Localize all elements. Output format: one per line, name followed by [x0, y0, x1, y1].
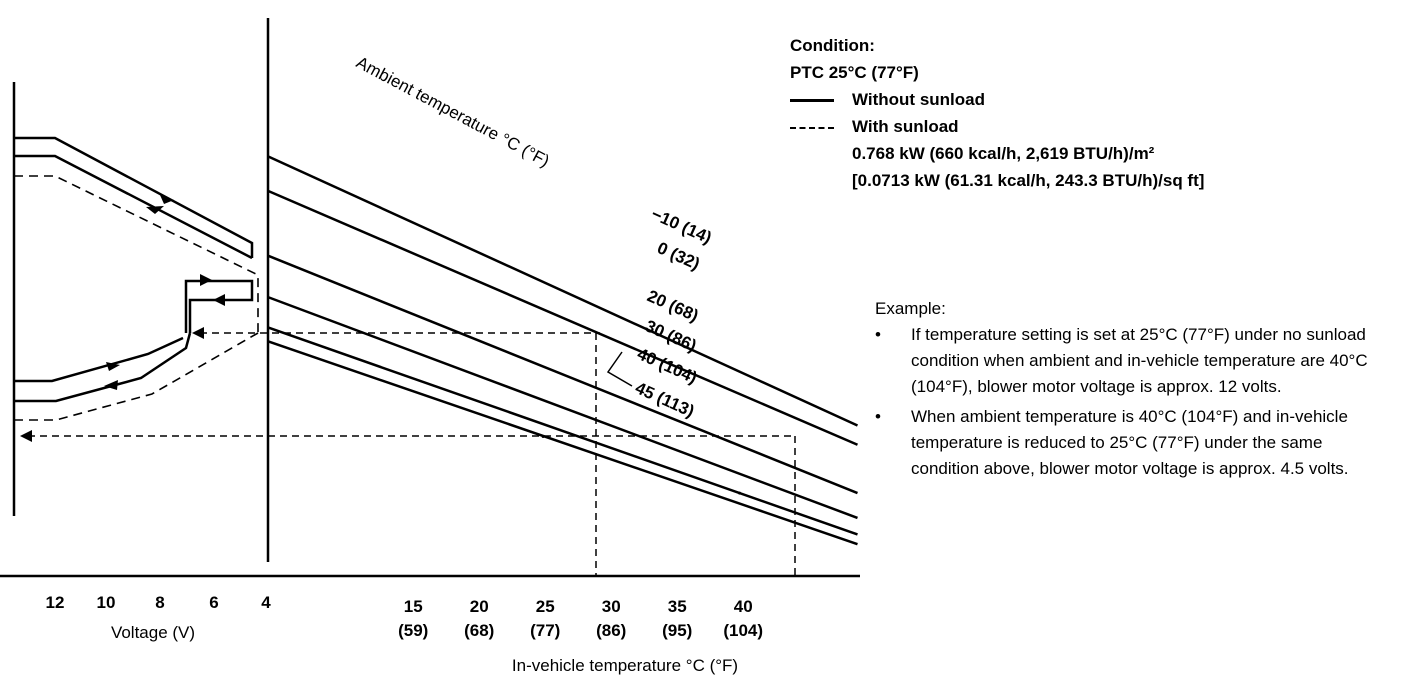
x-tick-sublabel: (104) — [723, 621, 763, 640]
legend-solid: Without sunload — [790, 86, 1204, 113]
x-tick-label: 20 — [470, 597, 489, 616]
x-tick-label: 35 — [668, 597, 687, 616]
arrow-icon — [200, 274, 212, 286]
example-item-text: If temperature setting is set at 25°C (7… — [911, 325, 1368, 396]
arrow-icon — [20, 430, 32, 442]
solid-line-label: Without sunload — [852, 90, 985, 109]
x-tick-sublabel: (86) — [596, 621, 626, 640]
dashed-line-swatch — [790, 126, 834, 129]
ambient-line — [267, 155, 859, 427]
voltage-solid-mid — [184, 279, 254, 333]
arrow-icon — [106, 362, 120, 371]
example-title: Example: — [875, 299, 946, 318]
condition-title: Condition: — [790, 36, 875, 55]
legend-dashed: With sunload — [790, 113, 1204, 140]
ambient-line-label: −10 (14) — [648, 204, 714, 247]
x-tick-sublabel: (59) — [398, 621, 428, 640]
voltage-tick: 10 — [97, 593, 116, 612]
voltage-tick: 6 — [209, 593, 218, 612]
voltage-dashed-bottom — [14, 332, 259, 421]
ambient-line — [267, 295, 858, 520]
voltage-solid-bottom-inner — [14, 332, 192, 403]
voltage-tick: 12 — [46, 593, 65, 612]
ambient-line — [267, 326, 858, 536]
x-tick-sublabel: (77) — [530, 621, 560, 640]
arrow-icon — [160, 195, 174, 204]
example-notes: Example: • If temperature setting is set… — [875, 296, 1395, 482]
voltage-ticks: 12 10 8 6 4 — [46, 593, 272, 612]
x-tick-sublabel: (95) — [662, 621, 692, 640]
voltage-arrows — [20, 195, 225, 442]
voltage-tick: 4 — [261, 593, 271, 612]
voltage-dashed-top — [14, 175, 259, 333]
ambient-series: −10 (14)0 (32)20 (68)30 (86)40 (104)45 (… — [267, 155, 859, 546]
x-tick-label: 15 — [404, 597, 423, 616]
bullet-icon: • — [875, 407, 881, 426]
ambient-line — [267, 254, 858, 495]
ambient-curve-title: Ambient temperature °C (°F) — [353, 53, 552, 171]
in-vehicle-axis-title: In-vehicle temperature °C (°F) — [512, 656, 738, 675]
voltage-solid-top-inner — [14, 154, 253, 260]
solid-line-swatch — [790, 99, 834, 103]
example-point — [541, 435, 545, 438]
sunload-metric: 0.768 kW (660 kcal/h, 2,619 BTU/h)/m² — [852, 144, 1155, 163]
arrow-icon — [104, 380, 118, 390]
arrow-icon — [146, 206, 164, 214]
example-item: • If temperature setting is set at 25°C … — [875, 322, 1395, 400]
dashed-line-label: With sunload — [852, 117, 959, 136]
arrow-icon — [213, 294, 225, 306]
example-point — [738, 491, 742, 495]
x-tick-sublabel: (68) — [464, 621, 494, 640]
voltage-solid-top-outer — [14, 136, 254, 258]
ptc-setting: PTC 25°C (77°F) — [790, 63, 919, 82]
label-45-leader — [606, 351, 633, 387]
sunload-imperial: [0.0713 kW (61.31 kcal/h, 243.3 BTU/h)/s… — [852, 171, 1205, 190]
ambient-line — [267, 189, 858, 446]
ambient-line — [267, 340, 858, 546]
example-item: • When ambient temperature is 40°C (104°… — [875, 404, 1395, 482]
x-tick-label: 25 — [536, 597, 555, 616]
voltage-panel — [12, 82, 259, 516]
voltage-axis-title: Voltage (V) — [111, 623, 195, 642]
bullet-icon: • — [875, 325, 881, 344]
voltage-tick: 8 — [155, 593, 164, 612]
example-item-text: When ambient temperature is 40°C (104°F)… — [911, 407, 1349, 478]
ambient-line-label: 0 (32) — [654, 238, 702, 273]
arrow-icon — [192, 327, 204, 339]
condition-legend: Condition: PTC 25°C (77°F) Without sunlo… — [790, 32, 1204, 194]
x-tick-label: 30 — [602, 597, 621, 616]
x-tick-label: 40 — [734, 597, 753, 616]
x-ticks: 15 (59) 20 (68) 25 (77) 30 (86) 35 (95) 40 (104) — [398, 597, 763, 640]
voltage-solid-bottom-outer — [14, 336, 184, 383]
